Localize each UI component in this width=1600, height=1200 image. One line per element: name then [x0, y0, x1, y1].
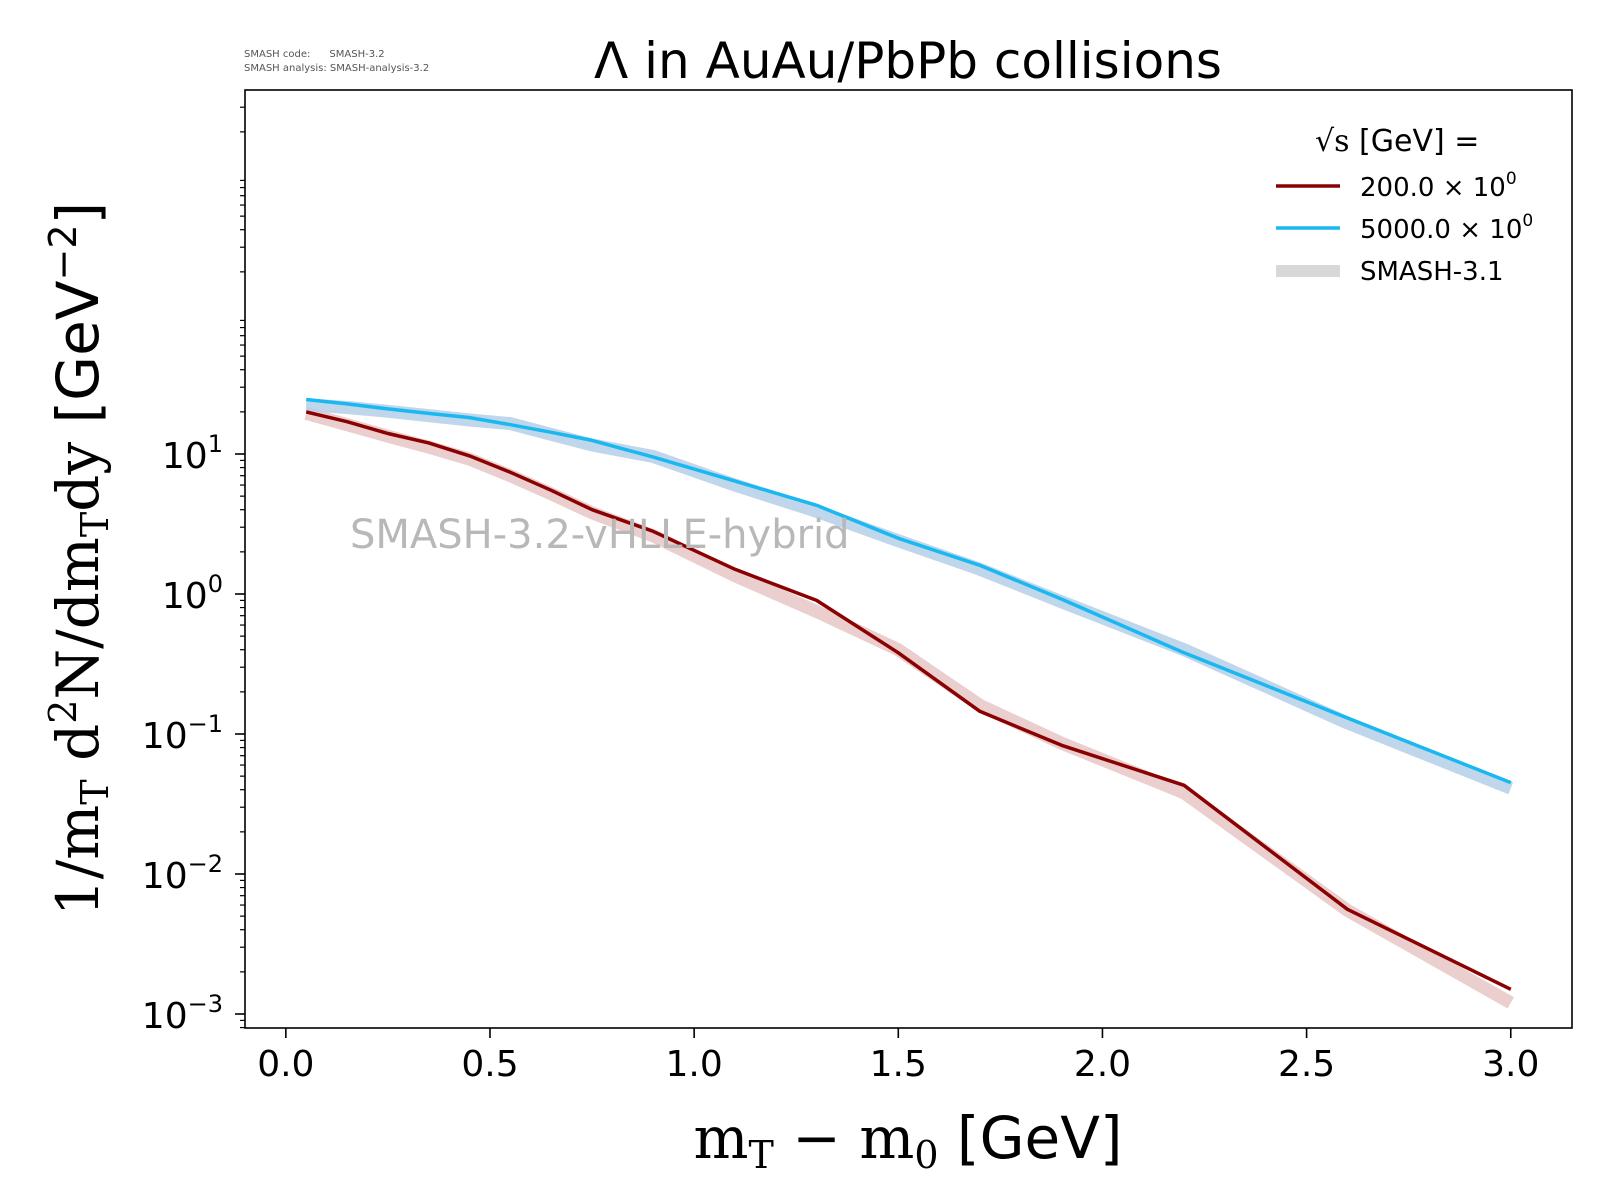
- series-line-1: [306, 397, 1512, 785]
- y-label-unit: [GeV: [44, 280, 112, 442]
- legend-label-5000-sup: 0: [1522, 211, 1533, 231]
- x-tick-label: 2.0: [1074, 1044, 1131, 1085]
- legend-title: √s [GeV] =: [1315, 124, 1479, 159]
- legend-title-symbol: √s: [1315, 124, 1350, 159]
- x-tick-label: 0.5: [461, 1044, 518, 1085]
- legend-label-200-text: 200.0 × 10: [1360, 173, 1506, 203]
- x-tick-label: 2.5: [1278, 1044, 1335, 1085]
- x-tick-label: 0.0: [257, 1044, 314, 1085]
- axes-frame: [244, 89, 1573, 1029]
- meta-line: SMASH code: SMASH-3.2: [244, 49, 385, 60]
- x-label-sub2: 0: [914, 1133, 938, 1177]
- y-label-p3: N/dm: [44, 537, 112, 699]
- y-tick-label: 10−3: [142, 990, 223, 1037]
- y-label-sup: 2: [41, 700, 85, 724]
- x-tick-label: 1.0: [666, 1044, 723, 1085]
- x-label-sub1: T: [748, 1133, 773, 1177]
- legend-label-200: 200.0 × 100: [1360, 169, 1517, 203]
- x-tick-label: 3.0: [1482, 1044, 1539, 1085]
- legend-label-5000-text: 5000.0 × 10: [1360, 215, 1522, 245]
- meta-line: SMASH analysis: SMASH-analysis-3.2: [244, 63, 429, 74]
- y-label-p4: dy: [44, 442, 112, 512]
- y-label-s2: T: [73, 512, 117, 537]
- legend-label-200-sup: 0: [1506, 169, 1517, 189]
- x-label-main: m: [693, 1104, 748, 1172]
- legend-title-text: [GeV] =: [1350, 124, 1480, 159]
- y-tick-label: 10−1: [142, 710, 223, 757]
- legend: √s [GeV] = 200.0 × 100 5000.0 × 100 SMAS…: [1276, 124, 1533, 287]
- series-line-0: [305, 410, 1512, 991]
- y-label-s1: T: [73, 779, 117, 804]
- y-tick-label: 100: [162, 570, 223, 617]
- meta-text: SMASH code: SMASH-3.2 SMASH analysis: SM…: [244, 49, 429, 74]
- y-tick-label: 10−2: [142, 850, 223, 897]
- y-tick-label: 101: [162, 430, 223, 477]
- chart-title: Λ in AuAu/PbPb collisions: [594, 32, 1222, 90]
- y-axis-label: 1/mT d2N/dmTdy [GeV−2]: [41, 202, 117, 916]
- x-axis-label: mT − m0 [GeV]: [693, 1104, 1122, 1177]
- x-axis: 0.0 0.5 1.0 1.5 2.0 2.5 3.0: [257, 1028, 1539, 1085]
- y-label-p2: d: [44, 724, 112, 780]
- x-label-unit: [GeV]: [939, 1104, 1123, 1172]
- y-axis: 101 100 10−1 10−2 10−3: [142, 106, 245, 1037]
- plot-area: [304, 397, 1515, 1009]
- watermark: SMASH-3.2-vHLLE-hybrid: [350, 512, 850, 558]
- legend-label-5000: 5000.0 × 100: [1360, 211, 1533, 245]
- x-tick-label: 1.5: [870, 1044, 927, 1085]
- y-label-unit-sup: −2: [41, 224, 85, 280]
- x-label-minus: − m: [774, 1104, 914, 1172]
- legend-label-smash31: SMASH-3.1: [1360, 257, 1504, 287]
- y-label-p1: 1/m: [44, 805, 112, 916]
- y-label-unit-end: ]: [44, 202, 112, 225]
